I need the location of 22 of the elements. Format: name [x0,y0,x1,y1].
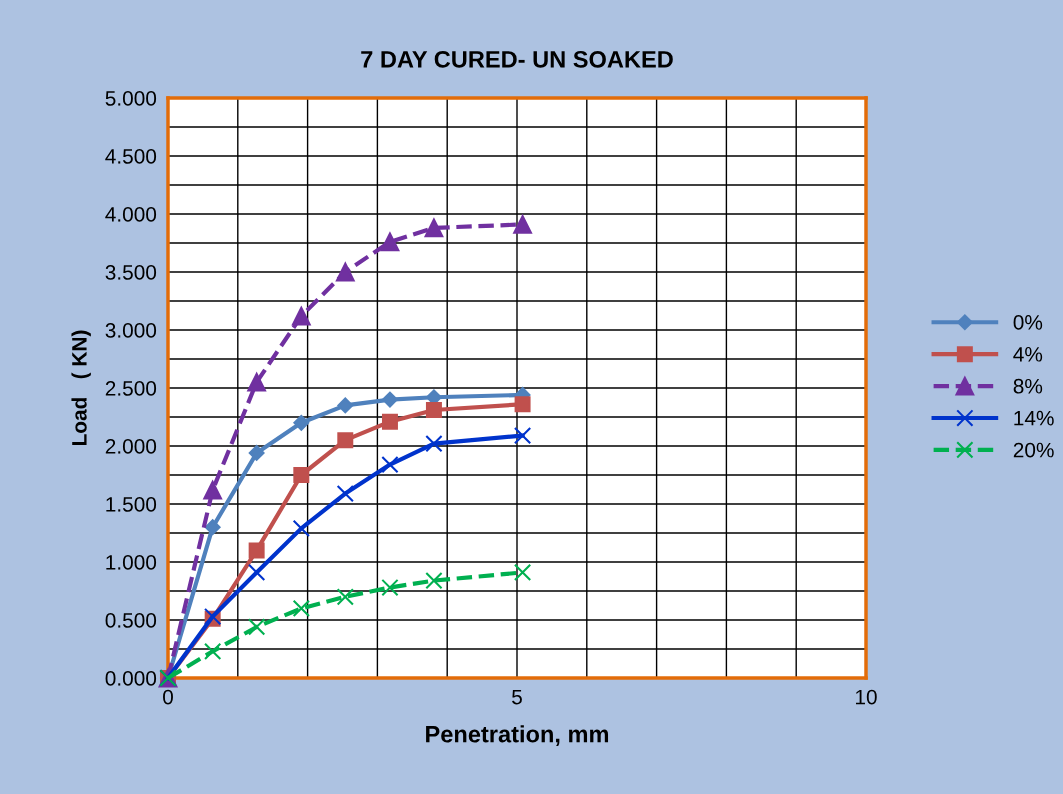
y-tick-label: 2.500 [105,381,157,396]
y-tick-label: 1.000 [106,555,157,570]
legend-label: 4% [1013,347,1043,362]
y-tick-label: 2.000 [105,439,157,454]
y-axis-title: Load ( KN) [71,330,91,446]
y-tick-label: 1.500 [106,497,157,512]
y-tick-label: 5.000 [105,91,157,106]
x-tick-label: 10 [856,689,877,705]
legend-label: 8% [1013,378,1043,394]
legend-label: 0% [1013,315,1043,330]
x-tick-label: 0 [163,689,173,705]
legend-label: 14% [1014,410,1054,426]
y-tick-label: 4.000 [105,207,157,222]
x-axis-title: Penetration, mm [426,725,609,746]
x-tick-label: 5 [512,689,522,705]
chart-title: 7 DAY CURED- UN SOAKED [361,50,673,68]
y-tick-label: 3.500 [105,265,157,280]
legend-label: 20% [1013,442,1054,458]
y-tick-label: 3.000 [105,323,157,338]
y-tick-label: 0.500 [105,613,157,628]
y-tick-label: 0.000 [105,671,157,686]
y-tick-label: 4.500 [105,149,157,164]
